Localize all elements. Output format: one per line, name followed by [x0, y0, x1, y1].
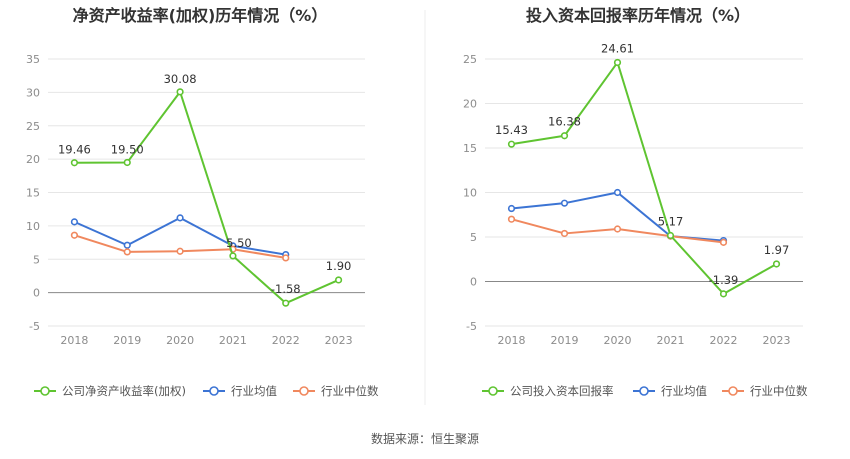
legend-item[interactable]: 行业中位数 [722, 384, 808, 398]
data-label: 5.50 [226, 236, 252, 250]
data-point [123, 158, 131, 167]
legend-marker [40, 386, 50, 396]
y-tick-label: 20 [463, 98, 477, 111]
data-point [70, 159, 79, 167]
y-tick-label: 30 [26, 86, 40, 99]
data-point [772, 260, 781, 268]
legend-marker [209, 386, 219, 396]
data-label: -1.39 [709, 273, 739, 287]
chart-title: 净资产收益率(加权)历年情况（%） [73, 6, 328, 25]
data-label: 1.97 [764, 243, 790, 257]
legend-marker [299, 386, 309, 396]
data-label: 16.38 [548, 115, 581, 129]
data-point [70, 218, 79, 226]
y-tick-label: 10 [26, 220, 40, 233]
legend-label: 公司投入资本回报率 [510, 384, 614, 398]
data-point [176, 247, 184, 255]
y-tick-label: 20 [26, 153, 40, 166]
data-point [176, 214, 184, 222]
data-label: 15.43 [495, 123, 528, 137]
data-label: -1.58 [271, 282, 301, 296]
x-tick-label: 2021 [657, 334, 685, 347]
data-point [282, 254, 290, 262]
x-tick-label: 2022 [272, 334, 300, 347]
data-point [334, 276, 343, 284]
data-point [560, 199, 569, 207]
data-point [507, 215, 516, 223]
y-tick-label: 15 [463, 142, 477, 155]
data-point [719, 238, 728, 246]
legend-label: 行业均值 [231, 384, 277, 398]
data-point [560, 229, 569, 238]
data-point [507, 204, 516, 213]
data-point [123, 248, 131, 256]
y-tick-label: 5 [470, 231, 477, 244]
series-line [511, 61, 777, 295]
data-point [666, 231, 675, 240]
data-label: 24.61 [601, 41, 634, 55]
y-tick-label: 5 [33, 253, 40, 266]
legend-label: 行业中位数 [321, 384, 379, 398]
data-label: 1.90 [326, 259, 352, 273]
x-tick-label: 2022 [710, 334, 738, 347]
data-point [70, 231, 79, 239]
legend-marker [639, 386, 649, 396]
data-label: 19.46 [58, 143, 91, 157]
legend-item[interactable]: 行业均值 [203, 384, 277, 398]
legend-item[interactable]: 行业均值 [633, 384, 707, 398]
series-line [511, 191, 724, 242]
x-tick-label: 2018 [498, 334, 526, 347]
data-point [719, 290, 728, 298]
x-tick-label: 2020 [604, 334, 632, 347]
data-point [560, 132, 569, 140]
legend-label: 行业均值 [661, 384, 707, 398]
legend-label: 行业中位数 [750, 384, 808, 398]
series-line [74, 90, 339, 305]
data-point [282, 299, 290, 307]
y-tick-label: 0 [33, 287, 40, 300]
data-point [613, 58, 622, 67]
x-tick-label: 2023 [763, 334, 791, 347]
y-tick-label: 25 [26, 120, 40, 133]
y-tick-label: -5 [29, 320, 40, 333]
data-label: 5.17 [658, 214, 684, 228]
data-label: 30.08 [164, 72, 197, 86]
y-tick-label: 35 [26, 53, 40, 66]
legend-item[interactable]: 公司净资产收益率(加权) [34, 384, 186, 398]
source-label: 数据来源：恒生聚源 [371, 431, 479, 446]
x-tick-label: 2018 [60, 334, 88, 347]
chart-title: 投入资本回报率历年情况（%） [526, 6, 750, 25]
data-point [613, 225, 622, 233]
y-tick-label: -5 [466, 320, 477, 333]
x-tick-label: 2019 [551, 334, 579, 347]
data-point [229, 252, 237, 260]
roe-chart: 净资产收益率(加权)历年情况（%） -5 0 5 10 15 20 25 30 35 2018 201… [26, 6, 379, 398]
data-point [123, 241, 131, 249]
y-tick-label: 25 [463, 53, 477, 66]
legend-item[interactable]: 公司投入资本回报率 [482, 384, 614, 398]
x-tick-label: 2020 [166, 334, 194, 347]
legend-item[interactable]: 行业中位数 [293, 384, 379, 398]
x-tick-label: 2023 [325, 334, 353, 347]
legend-label: 公司净资产收益率(加权) [62, 384, 186, 398]
data-label: 19.50 [111, 142, 144, 156]
x-tick-label: 2021 [219, 334, 247, 347]
y-tick-label: 0 [470, 276, 477, 289]
data-point [613, 188, 622, 197]
legend-marker [488, 386, 498, 396]
roic-chart: 投入资本回报率历年情况（%） -5 0 5 10 15 20 25 2018 2019 2020 20… [463, 6, 808, 398]
y-tick-label: 10 [463, 187, 477, 200]
data-point [176, 88, 184, 96]
data-point [507, 140, 516, 148]
legend-marker [728, 386, 738, 396]
y-tick-label: 15 [26, 187, 40, 200]
x-tick-label: 2019 [113, 334, 141, 347]
